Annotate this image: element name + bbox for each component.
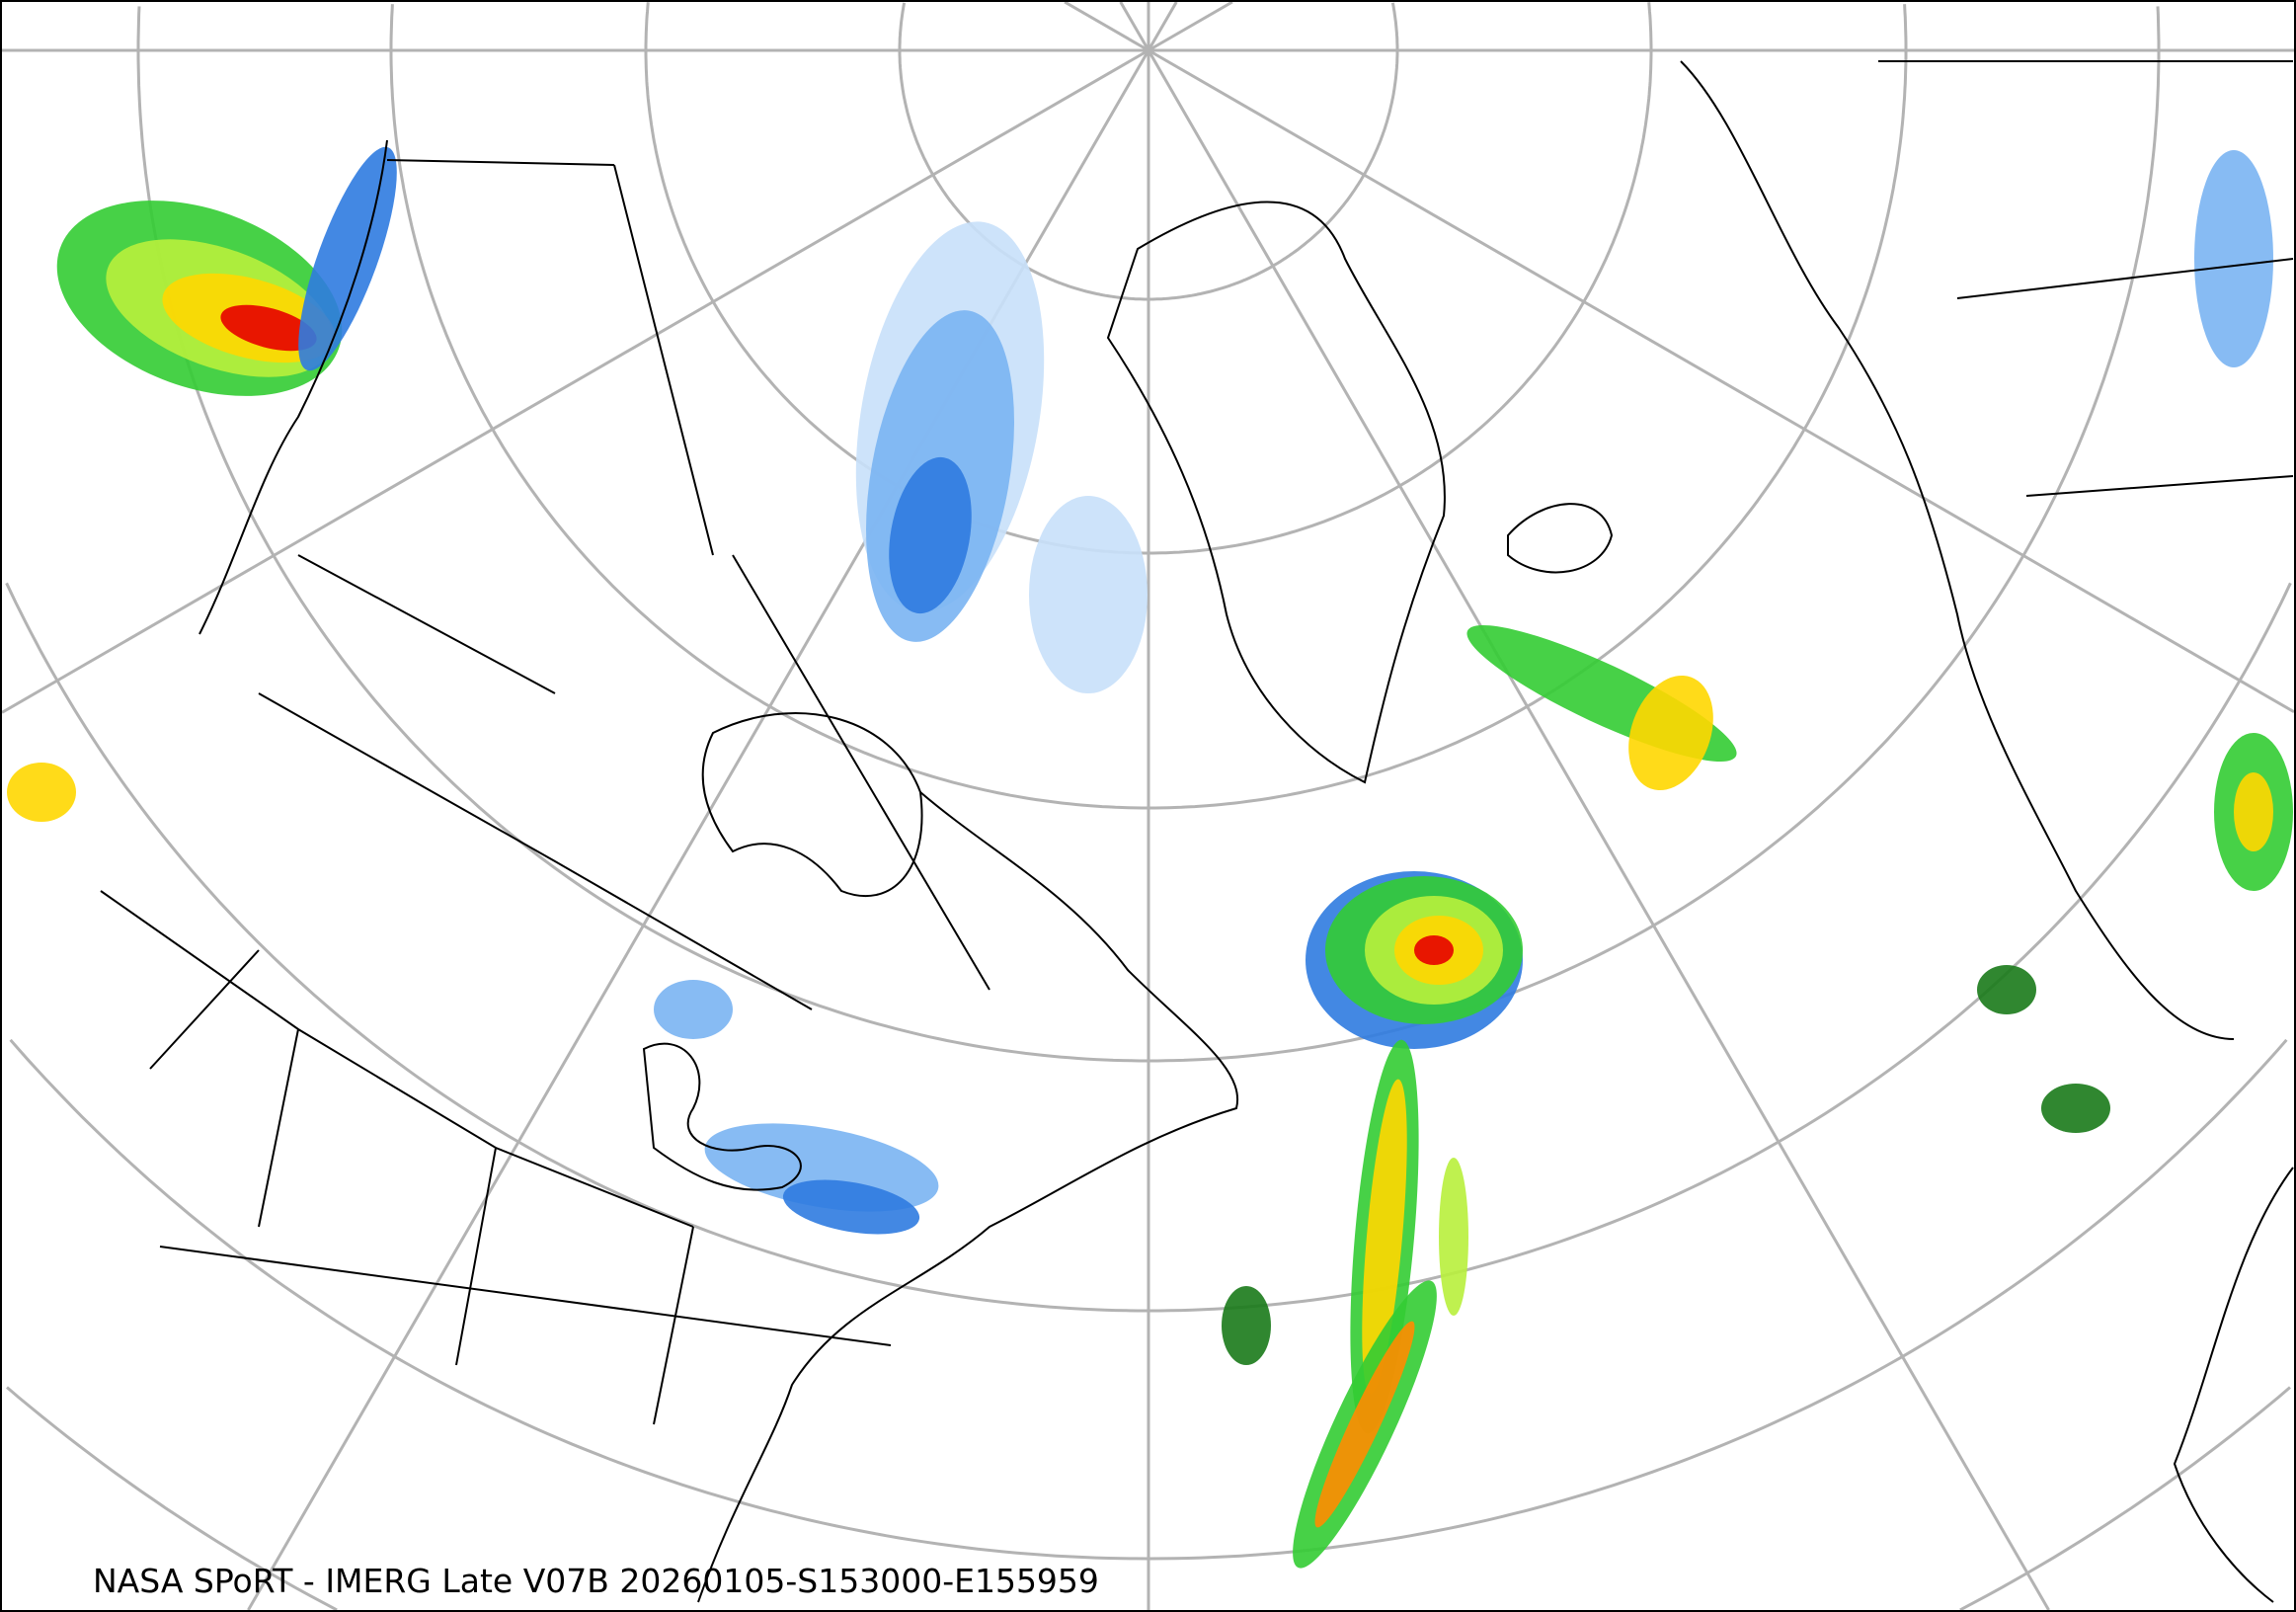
precip-snow-light bbox=[1029, 496, 1148, 693]
precip-rain-very-light bbox=[1977, 965, 2036, 1014]
latitude-circle bbox=[6, 1386, 2291, 1610]
africa-coast bbox=[2173, 1167, 2294, 1603]
meridian-line bbox=[1147, 2, 1178, 51]
latitude-circle bbox=[136, 6, 2161, 1063]
precip-snow-medium bbox=[654, 980, 733, 1039]
great-lakes bbox=[642, 1042, 802, 1191]
precip-rain-heavy bbox=[1628, 675, 1713, 791]
precip-snow-medium bbox=[2194, 150, 2273, 367]
meridian-line bbox=[2, 48, 1149, 714]
precip-rain-heavy bbox=[7, 763, 76, 822]
map-caption: NASA SPoRT - IMERG Late V07B 20260105-S1… bbox=[93, 1562, 1099, 1600]
meridian-line bbox=[1147, 49, 2050, 1610]
latitude-circle bbox=[389, 4, 1908, 810]
canada-borders bbox=[258, 159, 990, 1010]
precip-rain-heavy bbox=[1362, 1079, 1407, 1395]
precip-rain-very-heavy bbox=[1314, 1321, 1415, 1528]
hudson-bay-coast bbox=[701, 712, 923, 897]
precip-snow-heavy bbox=[782, 1179, 920, 1235]
precip-rain-extreme bbox=[220, 304, 317, 352]
iceland-coast bbox=[1507, 503, 1614, 574]
precip-rain-extreme bbox=[1414, 935, 1454, 965]
coastlines bbox=[100, 60, 2294, 1603]
precip-snow-heavy bbox=[889, 456, 972, 614]
precip-rain-moderate bbox=[1439, 1158, 1468, 1316]
latitude-circle bbox=[898, 2, 1399, 301]
precip-rain-very-light bbox=[2041, 1084, 2110, 1133]
meridian-line bbox=[1148, 48, 2294, 713]
meridian-line bbox=[1119, 2, 1150, 51]
europe-coast bbox=[1680, 60, 2294, 1040]
greenland-coast bbox=[1106, 201, 1446, 784]
precip-rain-heavy bbox=[2234, 772, 2273, 851]
us-state-borders bbox=[100, 890, 892, 1425]
meridian-line bbox=[1064, 2, 1149, 52]
alaska-coast bbox=[198, 139, 388, 635]
precip-rain-very-light bbox=[1222, 1286, 1271, 1365]
north-america-east-coast bbox=[697, 791, 1239, 1603]
precip-snow-heavy bbox=[298, 146, 397, 371]
meridian-line bbox=[1148, 2, 1233, 52]
